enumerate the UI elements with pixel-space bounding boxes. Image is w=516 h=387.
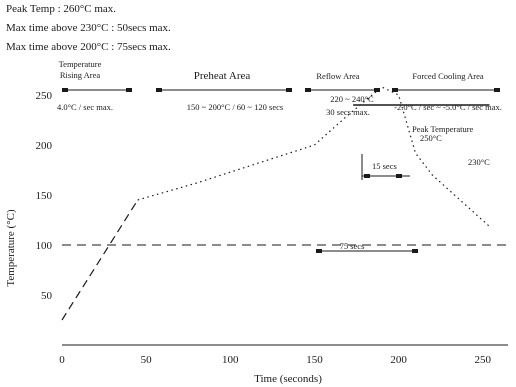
preheat-zone-label: Preheat Area — [194, 70, 251, 82]
peak-temp-spec: Peak Temp : 260°C max. — [6, 3, 116, 15]
x-tick-label-200: 200 — [390, 354, 407, 366]
preheat-bracket-end — [286, 88, 292, 92]
x-tick-label-100: 100 — [222, 354, 239, 366]
y-tick-label-50: 50 — [41, 290, 53, 302]
ramp-zone-label-top: Temperature — [59, 59, 102, 69]
y-axis-title: Temperature (°C) — [5, 209, 17, 287]
cooling-zone-range: -2.0°C / sec ~ -5.0°C / sec max. — [394, 102, 502, 112]
y-tick-label-250: 250 — [36, 90, 53, 102]
x-tick-label-50: 50 — [141, 354, 153, 366]
preheat-zone-range: 150 ~ 200°C / 60 ~ 120 secs — [187, 102, 283, 112]
reflow-zone-time: 30 secs max. — [326, 107, 370, 117]
x-tick-label-250: 250 — [475, 354, 492, 366]
t230-label: 230°C — [468, 157, 490, 167]
y-tick-label-100: 100 — [36, 240, 53, 252]
y-tick-label-150: 150 — [36, 190, 53, 202]
ramp-zone-range: 4.0°C / sec max. — [57, 102, 113, 112]
y-tick-label-200: 200 — [36, 140, 53, 152]
time-bracket-ends — [316, 174, 418, 253]
max-time-200-spec: Max time above 200°C : 75secs max. — [6, 41, 171, 53]
time-brackets — [316, 154, 418, 251]
profile-series — [62, 87, 491, 320]
ramp-zone-label-bottom: Rising Area — [60, 70, 101, 80]
cooling-zone-label: Forced Cooling Area — [412, 71, 484, 81]
peak-temperature-value: 250°C — [420, 133, 442, 143]
t230-bracket-start — [364, 174, 370, 178]
t200-bracket-start — [316, 249, 322, 253]
profile-segment-dashed — [62, 200, 138, 320]
ramp-bracket-end — [126, 88, 132, 92]
t200-time-label: 75 secs — [340, 241, 365, 251]
reflow-zone-label: Reflow Area — [316, 71, 359, 81]
cooling-bracket-end — [494, 88, 500, 92]
x-tick-label-150: 150 — [306, 354, 323, 366]
t200-bracket-end — [412, 249, 418, 253]
max-time-230-spec: Max time above 230°C : 50secs max. — [6, 22, 171, 34]
t230-bracket-end — [396, 174, 402, 178]
preheat-bracket-start — [156, 88, 162, 92]
t230-time-label: 15 secs — [372, 161, 397, 171]
x-tick-label-0: 0 — [59, 354, 65, 366]
cooling-bracket-start — [392, 88, 398, 92]
ramp-bracket-start — [62, 88, 68, 92]
x-axis-title: Time (seconds) — [254, 373, 322, 385]
reflow-bracket-start — [305, 88, 311, 92]
